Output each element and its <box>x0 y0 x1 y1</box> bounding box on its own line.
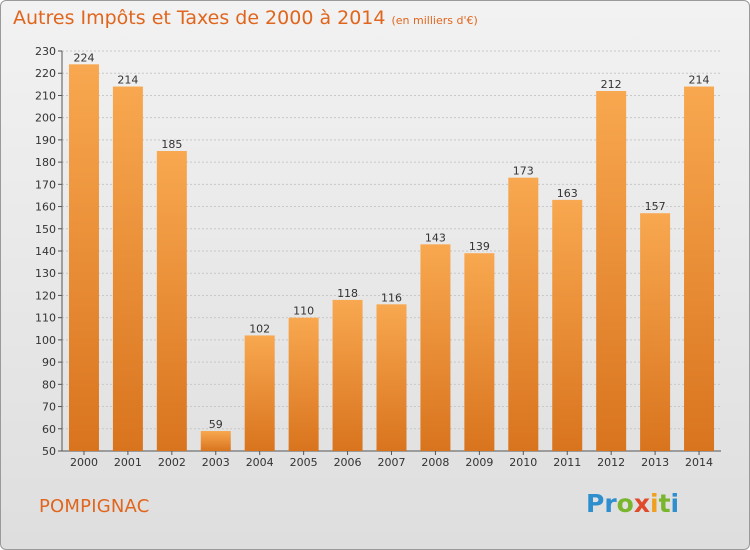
y-tick-label: 90 <box>42 356 56 369</box>
data-label-2012: 212 <box>601 78 622 91</box>
y-tick-label: 210 <box>35 89 56 102</box>
data-label-2001: 214 <box>117 74 138 87</box>
logo-letter: o <box>616 489 634 518</box>
y-tick-label: 120 <box>35 289 56 302</box>
logo-letter: x <box>633 489 650 518</box>
bars <box>68 64 715 452</box>
bar-2000 <box>68 64 99 452</box>
y-tick-label: 70 <box>42 401 56 414</box>
data-label-2004: 102 <box>249 322 270 335</box>
x-tick-label-2012: 2012 <box>597 456 625 469</box>
x-tick-label-2003: 2003 <box>202 456 230 469</box>
chart-title-unit: (en milliers d'€) <box>391 14 478 27</box>
bar-2014 <box>684 86 715 452</box>
y-tick-label: 190 <box>35 134 56 147</box>
x-tick-label-2013: 2013 <box>641 456 669 469</box>
logo-letter: r <box>604 489 617 518</box>
bar-2004 <box>244 335 275 451</box>
y-tick-label: 170 <box>35 178 56 191</box>
y-tick-label: 80 <box>42 378 56 391</box>
x-tick-label-2011: 2011 <box>553 456 581 469</box>
bar-2010 <box>508 177 539 451</box>
y-tick-label: 50 <box>42 445 56 458</box>
x-tick-label-2006: 2006 <box>334 456 362 469</box>
logo-letter: i <box>670 489 680 518</box>
x-tick-label-2010: 2010 <box>509 456 537 469</box>
x-tick-label-2001: 2001 <box>114 456 142 469</box>
y-tick-label: 130 <box>35 267 56 280</box>
x-tick-label-2002: 2002 <box>158 456 186 469</box>
bar-2006 <box>332 299 363 451</box>
data-label-2009: 139 <box>469 240 490 253</box>
data-label-2014: 214 <box>689 74 710 87</box>
bar-2001 <box>112 86 143 452</box>
logo-letter: P <box>586 489 605 518</box>
bar-2011 <box>552 199 583 451</box>
data-label-2005: 110 <box>293 305 314 318</box>
data-label-2006: 118 <box>337 287 358 300</box>
y-tick-label: 110 <box>35 312 56 325</box>
data-label-2010: 173 <box>513 165 534 178</box>
data-label-2003: 59 <box>209 418 223 431</box>
y-tick-label: 60 <box>42 423 56 436</box>
bar-2009 <box>464 253 495 451</box>
data-label-2011: 163 <box>557 187 578 200</box>
y-tick-label: 220 <box>35 67 56 80</box>
chart-title: Autres Impôts et Taxes de 2000 à 2014 (en… <box>13 7 478 29</box>
proxiti-logo: Proxiti <box>586 489 679 518</box>
x-tick-label-2000: 2000 <box>70 456 98 469</box>
y-tick-label: 230 <box>35 45 56 58</box>
bar-2012 <box>596 91 627 451</box>
commune-name: POMPIGNAC <box>39 496 150 517</box>
x-tick-label-2009: 2009 <box>465 456 493 469</box>
x-tick-label-2007: 2007 <box>378 456 406 469</box>
y-tick-label: 140 <box>35 245 56 258</box>
y-tick-label: 150 <box>35 223 56 236</box>
x-tick-label-2014: 2014 <box>685 456 713 469</box>
bar-2008 <box>420 244 451 451</box>
bar-2007 <box>376 304 407 451</box>
x-tick-label-2004: 2004 <box>246 456 274 469</box>
bar-2013 <box>640 213 671 451</box>
y-tick-label: 180 <box>35 156 56 169</box>
logo-letter: i <box>650 489 659 518</box>
data-label-2007: 116 <box>381 291 402 304</box>
logo-letter: t <box>658 489 671 518</box>
bar-2002 <box>156 151 187 451</box>
y-tick-label: 160 <box>35 201 56 214</box>
labels: 50 60 70 80 90 100 110 120 130 140 150 160 170 180 190… <box>35 45 713 469</box>
x-tick-label-2008: 2008 <box>421 456 449 469</box>
data-label-2013: 157 <box>645 200 666 213</box>
data-label-2008: 143 <box>425 231 446 244</box>
data-label-2000: 224 <box>73 51 94 64</box>
chart-title-text: Autres Impôts et Taxes de 2000 à 2014 <box>13 7 386 29</box>
x-tick-label-2005: 2005 <box>290 456 318 469</box>
y-tick-label: 100 <box>35 334 56 347</box>
y-tick-label: 200 <box>35 112 56 125</box>
data-label-2002: 185 <box>161 138 182 151</box>
bar-2003 <box>200 431 231 451</box>
bar-2005 <box>288 317 319 451</box>
